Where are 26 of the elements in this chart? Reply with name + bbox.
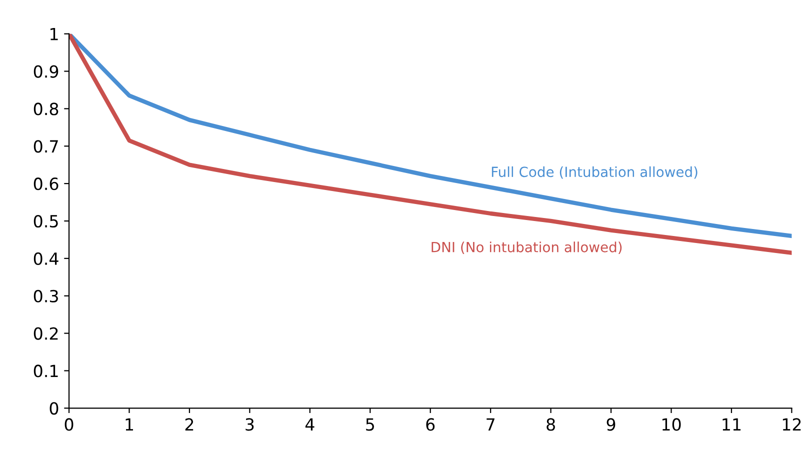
y-tick-label: 0.4	[34, 252, 58, 265]
x-tick-label: 5	[366, 418, 374, 431]
x-tick-label: 10	[662, 418, 681, 431]
y-tick-label: 1	[50, 28, 58, 40]
y-tick-label: 0.1	[34, 364, 58, 378]
x-tick-label: 0	[64, 418, 74, 431]
x-tick-label: 11	[722, 418, 741, 431]
x-tick-label: 3	[246, 418, 254, 431]
x-tick-label: 12	[782, 418, 801, 431]
x-tick-label: 1	[126, 418, 134, 431]
y-tick-label: 0.5	[34, 214, 58, 228]
y-tick-label: 0	[50, 402, 58, 415]
y-tick-label: 0.7	[34, 140, 58, 153]
x-tick-label: 2	[185, 418, 194, 431]
x-tick-label: 6	[426, 418, 435, 431]
series-label: DNI (No intubation allowed)	[432, 242, 622, 254]
y-tick-label: 0.6	[34, 178, 58, 190]
y-tick-label: 0.2	[34, 327, 58, 340]
x-tick-label: 4	[305, 418, 314, 431]
x-tick-label: 9	[606, 418, 616, 431]
x-tick-label: 7	[486, 418, 494, 431]
series-label: Full Code (Intubation allowed)	[492, 166, 698, 179]
y-tick-label: 0.9	[34, 65, 58, 78]
y-tick-label: 0.3	[34, 290, 58, 302]
y-tick-label: 0.8	[34, 102, 58, 116]
x-tick-label: 8	[546, 418, 555, 431]
